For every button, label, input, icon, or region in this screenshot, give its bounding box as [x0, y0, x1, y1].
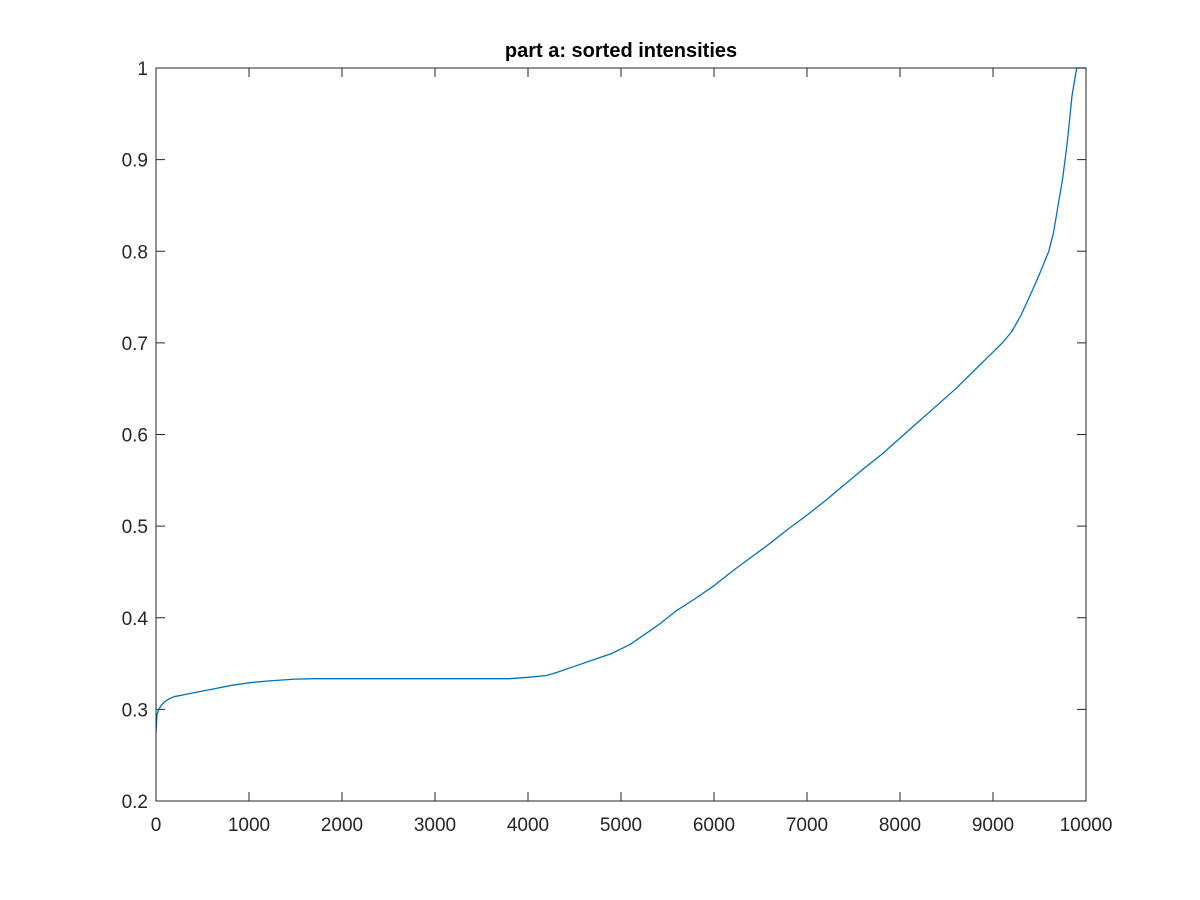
x-tick-label: 8000 — [879, 815, 921, 836]
chart-title: part a: sorted intensities — [505, 40, 737, 62]
tick-labels: 0 1000 2000 3000 4000 5000 6000 7000 8000 9000 100… — [122, 59, 1113, 836]
x-tick-label: 10000 — [1060, 815, 1113, 836]
y-tick-label: 1 — [137, 59, 148, 80]
x-tick-label: 4000 — [507, 815, 549, 836]
x-tick-label: 6000 — [693, 815, 735, 836]
x-tick-label: 5000 — [600, 815, 642, 836]
y-tick-label: 0.8 — [122, 242, 148, 263]
y-tick-label: 0.3 — [122, 700, 148, 721]
y-tick-label: 0.2 — [122, 792, 148, 813]
y-tick-label: 0.7 — [122, 334, 148, 355]
y-tick-label: 0.4 — [122, 609, 149, 630]
plot-background — [156, 68, 1086, 801]
x-tick-label: 0 — [151, 815, 162, 836]
axes-box — [155, 67, 1087, 802]
x-tick-label: 2000 — [321, 815, 363, 836]
x-tick-label: 7000 — [786, 815, 828, 836]
y-tick-label: 0.6 — [122, 426, 148, 447]
x-tick-label: 9000 — [972, 815, 1014, 836]
y-tick-label: 0.5 — [122, 517, 148, 538]
x-tick-label: 3000 — [414, 815, 456, 836]
x-tick-label: 1000 — [228, 815, 270, 836]
series-line — [155, 67, 1086, 733]
y-tick-label: 0.9 — [122, 151, 148, 172]
